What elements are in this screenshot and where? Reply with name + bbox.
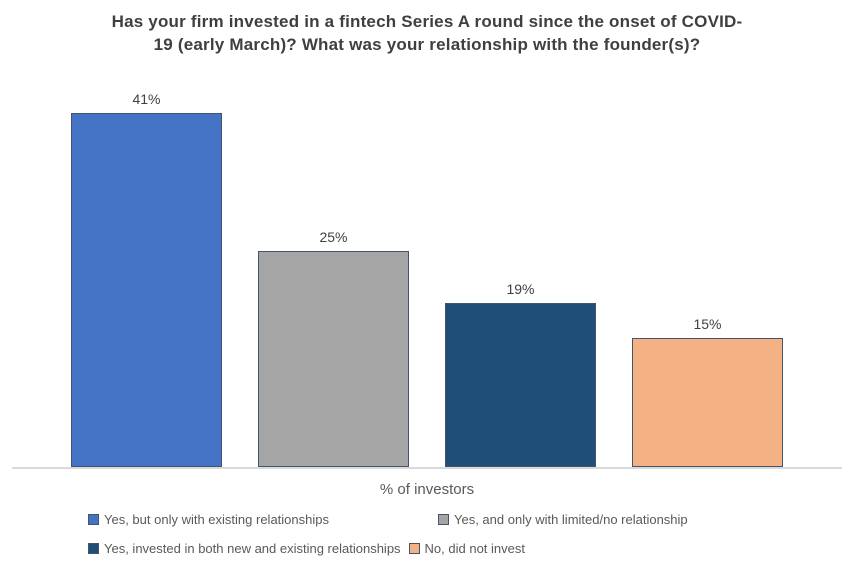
bar-value-label-4: 15% — [693, 316, 722, 332]
legend-label: No, did not invest — [424, 541, 525, 556]
legend-row-1: Yes, but only with existing relationship… — [88, 510, 848, 529]
legend: Yes, but only with existing relationship… — [88, 510, 848, 568]
legend-label: Yes, but only with existing relationship… — [104, 512, 329, 527]
legend-label: Yes, invested in both new and existing r… — [104, 541, 401, 556]
x-axis-line — [12, 467, 842, 469]
legend-swatch-blue-icon — [88, 514, 99, 525]
legend-item-limited-relationship: Yes, and only with limited/no relationsh… — [438, 512, 688, 527]
bar-1 — [71, 113, 222, 467]
bar-2 — [258, 251, 409, 467]
bar-4 — [632, 338, 783, 467]
legend-row-2: Yes, invested in both new and existing r… — [88, 539, 848, 558]
legend-swatch-navy-icon — [88, 543, 99, 554]
x-axis-title: % of investors — [379, 481, 475, 498]
bar-value-label-1: 41% — [132, 91, 161, 107]
legend-swatch-gray-icon — [438, 514, 449, 525]
chart-title-line-2: 19 (early March)? What was your relation… — [153, 35, 701, 54]
chart-title: Has your firm invested in a fintech Seri… — [0, 10, 854, 56]
legend-item-did-not-invest: No, did not invest — [408, 541, 525, 556]
bar-value-label-2: 25% — [319, 229, 348, 245]
chart-title-line-1: Has your firm invested in a fintech Seri… — [111, 12, 743, 31]
legend-label: Yes, and only with limited/no relationsh… — [454, 512, 688, 527]
bar-3 — [445, 303, 596, 467]
legend-item-existing-relationships: Yes, but only with existing relationship… — [88, 512, 438, 527]
legend-item-new-and-existing: Yes, invested in both new and existing r… — [88, 541, 401, 556]
legend-swatch-orange-icon — [408, 543, 420, 554]
bar-value-label-3: 19% — [506, 281, 535, 297]
